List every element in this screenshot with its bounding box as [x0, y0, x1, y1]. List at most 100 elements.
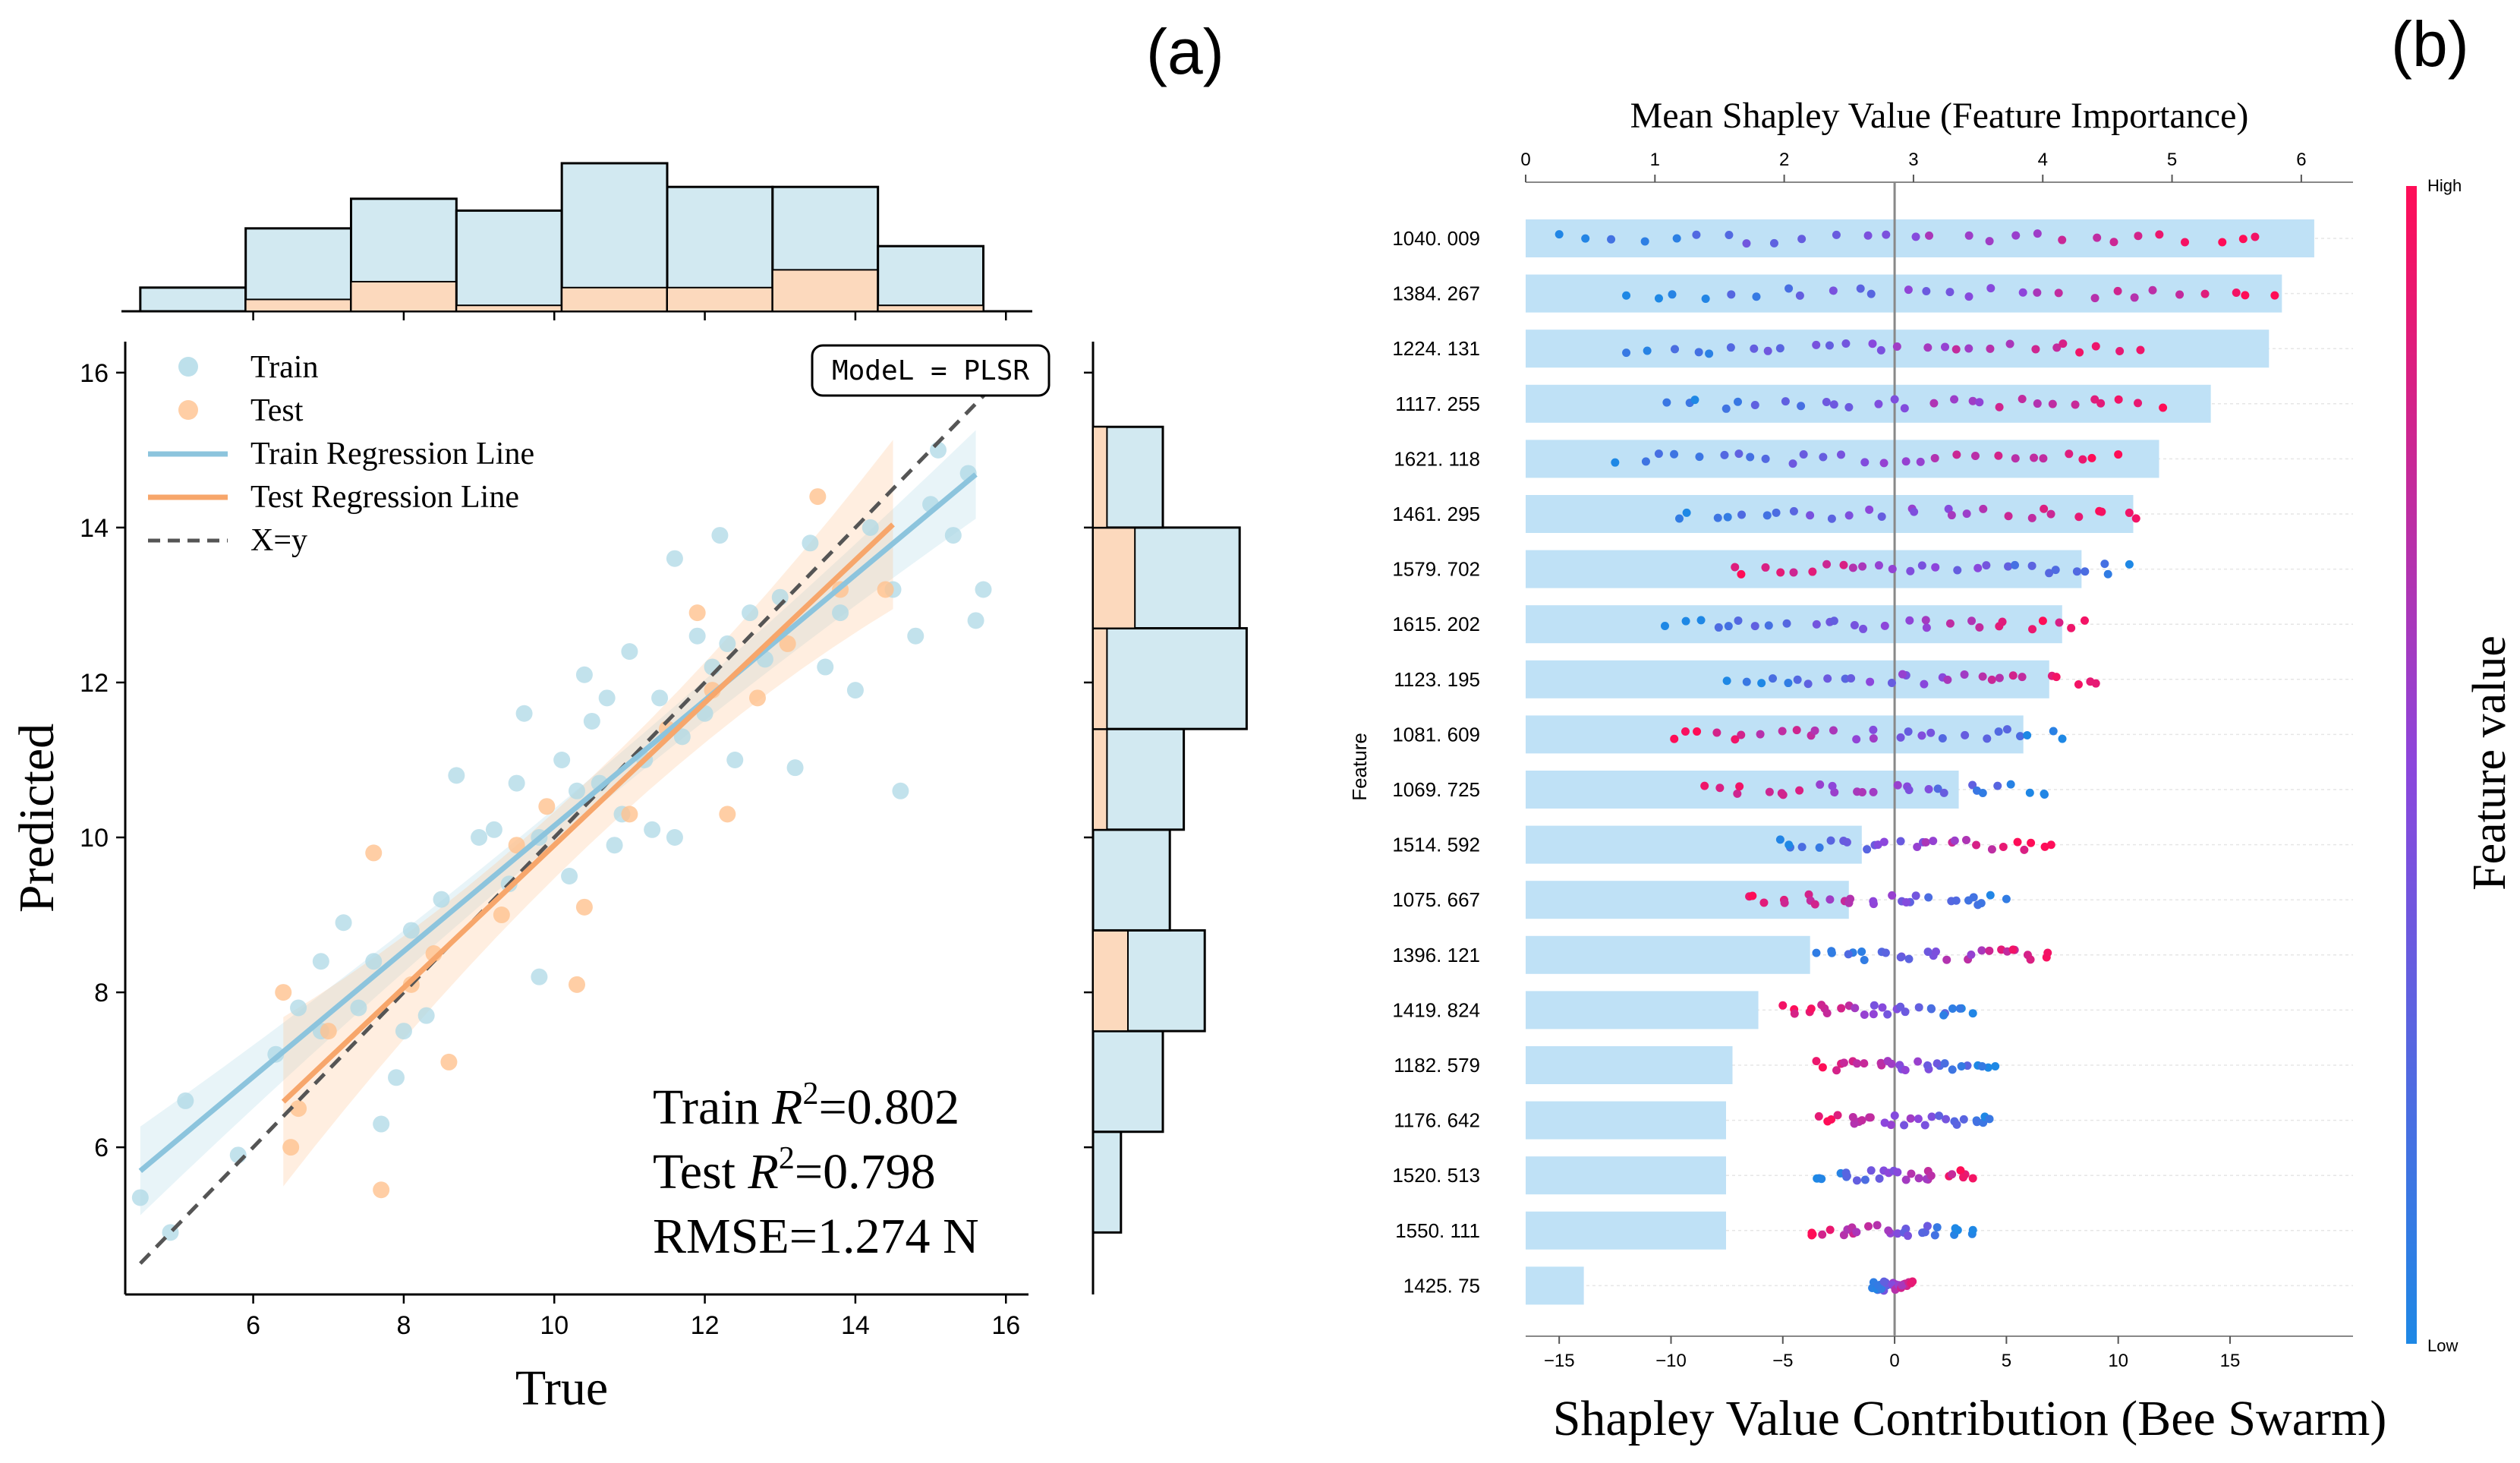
b-swarm-dot	[1860, 956, 1869, 965]
b-bottom-tick-label: −15	[1544, 1351, 1575, 1371]
b-swarm-dot	[2270, 291, 2279, 300]
a-legend-test-line-label: Test Regression Line	[250, 480, 519, 515]
b-swarm-dot	[1764, 621, 1773, 630]
a-train-point	[719, 635, 736, 652]
b-swarm-dot	[1825, 895, 1835, 904]
b-swarm-dot	[2125, 560, 2134, 569]
b-swarm-dot	[1914, 1115, 1923, 1124]
b-swarm-dot	[1829, 286, 1838, 295]
b-swarm-dot	[1955, 1004, 1964, 1013]
b-swarm-dot	[1948, 1065, 1957, 1074]
a-x-tick-label: 16	[991, 1311, 1020, 1340]
b-swarm-dot	[1819, 452, 1828, 462]
b-swarm-dot	[2134, 399, 2143, 408]
b-swarm-dot	[1832, 1066, 1841, 1075]
b-importance-bar	[1526, 219, 2314, 257]
a-train-point	[944, 527, 962, 544]
a-train-point	[666, 550, 683, 567]
b-swarm-dot	[1959, 1173, 1968, 1182]
b-swarm-dot	[1581, 234, 1590, 243]
b-swarm-dot	[1852, 1228, 1861, 1237]
b-swarm-dot	[2059, 339, 2068, 348]
b-swarm-dot	[1822, 1008, 1832, 1017]
b-swarm-dot	[1887, 1059, 1896, 1068]
b-swarm-dot	[1961, 835, 1970, 844]
a-test-point	[621, 806, 638, 823]
a-test-point	[877, 581, 894, 598]
b-swarm-dot	[1944, 504, 1953, 513]
b-swarm-dot	[1959, 1115, 1968, 1124]
b-swarm-dot	[1810, 726, 1819, 735]
b-swarm-dot	[1923, 343, 1933, 352]
b-swarm-dot	[1995, 673, 2004, 683]
b-feature-label: 1461. 295	[1392, 503, 1480, 525]
a-x-label: True	[515, 1361, 608, 1416]
b-swarm-dot	[1921, 616, 1930, 625]
b-swarm-dot	[1670, 449, 1679, 459]
b-top-tick-label: 3	[1908, 150, 1918, 170]
a-y-tick-label: 14	[80, 514, 109, 543]
b-swarm-dot	[2002, 725, 2011, 734]
a-rmse: RMSE=1.274 N	[653, 1209, 979, 1264]
b-swarm-dot	[1808, 1230, 1817, 1239]
a-train-point	[290, 999, 307, 1017]
a-train-point	[177, 1092, 194, 1109]
a-right-hist-train-bar	[1091, 828, 1171, 932]
b-swarm-dot	[2115, 346, 2125, 355]
a-test-point	[493, 906, 510, 924]
b-feature-label: 1396. 121	[1392, 944, 1480, 966]
b-swarm-dot	[1968, 780, 1977, 790]
b-swarm-dot	[1869, 897, 1878, 906]
b-swarm-dot	[1762, 511, 1772, 520]
b-swarm-dot	[1555, 230, 1564, 239]
b-swarm-dot	[1812, 620, 1821, 629]
b-swarm-dot	[1672, 234, 1681, 243]
a-train-point	[395, 1023, 412, 1040]
b-swarm-dot	[1823, 674, 1832, 683]
b-swarm-dot	[1945, 619, 1955, 628]
b-swarm-dot	[1670, 734, 1679, 743]
b-swarm-dot	[1641, 457, 1650, 466]
b-swarm-dot	[1852, 735, 1861, 744]
a-train-point	[373, 1115, 390, 1133]
b-swarm-dot	[2055, 618, 2064, 627]
b-swarm-dot	[1987, 675, 1996, 684]
b-swarm-dot	[2114, 395, 2123, 404]
b-colorbar-low: Low	[2427, 1336, 2458, 1355]
a-test-point	[538, 798, 556, 815]
b-swarm-dot	[1866, 1113, 1875, 1122]
a-y-tick-label: 6	[94, 1134, 109, 1162]
a-train-point	[621, 643, 638, 661]
b-swarm-dot	[2078, 455, 2087, 464]
a-train-point	[673, 728, 691, 746]
b-swarm-dot	[1947, 511, 1956, 520]
b-swarm-dot	[2181, 238, 2190, 247]
b-importance-bar	[1526, 1211, 1726, 1250]
b-swarm-dot	[1841, 339, 1851, 348]
b-swarm-dot	[1734, 449, 1744, 459]
b-swarm-dot	[1827, 948, 1836, 957]
b-swarm-dot	[1851, 1004, 1860, 1013]
a-train-point	[846, 682, 864, 699]
b-swarm-dot	[2039, 454, 2048, 463]
b-swarm-dot	[1905, 616, 1914, 625]
b-swarm-dot	[2018, 673, 2027, 682]
b-swarm-dot	[1923, 1061, 1933, 1070]
a-test-point	[719, 806, 736, 823]
b-swarm-dot	[2148, 285, 2157, 295]
a-top-hist-test-bar	[455, 304, 563, 313]
b-swarm-dot	[2159, 403, 2168, 412]
b-swarm-dot	[1654, 449, 1663, 459]
b-swarm-dot	[2058, 734, 2067, 743]
b-swarm-dot	[1950, 836, 1959, 845]
b-swarm-dot	[1933, 1059, 1942, 1068]
a-legend-train-line-label: Train Regression Line	[250, 437, 534, 471]
b-feature-label: 1075. 667	[1392, 888, 1480, 911]
b-swarm-dot	[1880, 621, 1889, 630]
b-swarm-dot	[1806, 511, 1815, 520]
b-swarm-dot	[1869, 787, 1878, 796]
b-swarm-dot	[1643, 346, 1652, 355]
b-colorbar-label: Feature value	[2464, 635, 2515, 891]
b-swarm-dot	[1812, 340, 1821, 349]
